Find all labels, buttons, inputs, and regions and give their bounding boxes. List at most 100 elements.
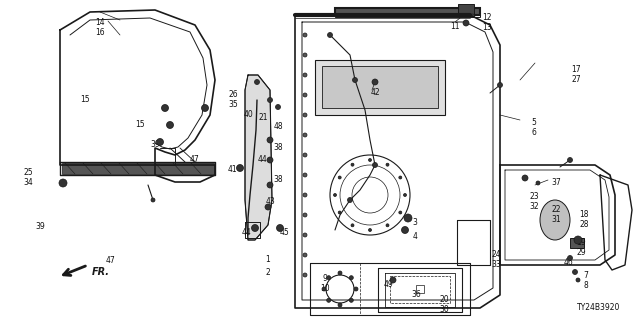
Circle shape bbox=[338, 176, 341, 179]
Circle shape bbox=[303, 73, 307, 77]
Circle shape bbox=[237, 164, 243, 172]
Circle shape bbox=[338, 211, 341, 214]
Circle shape bbox=[401, 227, 408, 234]
Text: 47: 47 bbox=[105, 256, 115, 265]
Circle shape bbox=[353, 77, 358, 83]
Text: 37: 37 bbox=[551, 178, 561, 187]
Circle shape bbox=[303, 173, 307, 177]
Text: 3: 3 bbox=[413, 218, 417, 227]
Text: 15: 15 bbox=[135, 120, 145, 129]
Text: 11: 11 bbox=[451, 22, 460, 31]
Circle shape bbox=[255, 79, 259, 84]
Circle shape bbox=[568, 255, 573, 260]
Circle shape bbox=[268, 98, 273, 102]
Text: 9
10: 9 10 bbox=[320, 274, 330, 293]
Circle shape bbox=[326, 298, 331, 302]
Circle shape bbox=[536, 181, 540, 185]
Circle shape bbox=[303, 33, 307, 37]
Text: 42: 42 bbox=[370, 88, 380, 97]
Text: 24
33: 24 33 bbox=[491, 250, 501, 269]
Circle shape bbox=[161, 105, 168, 111]
Bar bbox=[315, 60, 445, 115]
Text: 49: 49 bbox=[383, 280, 393, 289]
Circle shape bbox=[303, 193, 307, 197]
Circle shape bbox=[573, 269, 577, 275]
Circle shape bbox=[338, 303, 342, 307]
Circle shape bbox=[59, 179, 67, 187]
Circle shape bbox=[328, 33, 333, 37]
Circle shape bbox=[303, 273, 307, 277]
Circle shape bbox=[399, 176, 402, 179]
Circle shape bbox=[349, 298, 353, 302]
Circle shape bbox=[303, 153, 307, 157]
Circle shape bbox=[326, 276, 331, 280]
Circle shape bbox=[497, 83, 502, 87]
Bar bbox=[322, 66, 438, 108]
Circle shape bbox=[404, 214, 412, 222]
Text: 4: 4 bbox=[413, 232, 417, 241]
Circle shape bbox=[348, 197, 353, 203]
Text: 36: 36 bbox=[411, 290, 421, 299]
Text: 19
29: 19 29 bbox=[576, 238, 586, 257]
Circle shape bbox=[303, 113, 307, 117]
Circle shape bbox=[568, 157, 573, 163]
Circle shape bbox=[349, 276, 353, 280]
Text: 39: 39 bbox=[150, 140, 160, 149]
Text: 2: 2 bbox=[266, 268, 270, 277]
Circle shape bbox=[265, 204, 271, 210]
Circle shape bbox=[303, 53, 307, 57]
Circle shape bbox=[267, 157, 273, 163]
Circle shape bbox=[522, 175, 528, 181]
Circle shape bbox=[390, 277, 396, 283]
Text: 20
30: 20 30 bbox=[439, 295, 449, 314]
Text: 1: 1 bbox=[266, 255, 270, 264]
Bar bbox=[570, 238, 584, 248]
Circle shape bbox=[372, 163, 378, 167]
Text: 48: 48 bbox=[273, 122, 283, 131]
Circle shape bbox=[166, 122, 173, 129]
Text: 5
6: 5 6 bbox=[532, 118, 536, 137]
Circle shape bbox=[275, 105, 280, 109]
Circle shape bbox=[351, 224, 354, 227]
Circle shape bbox=[333, 194, 337, 196]
Bar bbox=[416, 285, 424, 293]
Circle shape bbox=[151, 198, 155, 202]
Circle shape bbox=[386, 163, 389, 166]
Circle shape bbox=[276, 225, 284, 231]
Circle shape bbox=[354, 287, 358, 291]
Circle shape bbox=[303, 133, 307, 137]
Text: 43: 43 bbox=[265, 197, 275, 206]
Bar bbox=[62, 163, 214, 174]
Circle shape bbox=[267, 182, 273, 188]
Circle shape bbox=[303, 233, 307, 237]
Text: 17
27: 17 27 bbox=[571, 65, 581, 84]
Polygon shape bbox=[245, 75, 272, 240]
Text: 39: 39 bbox=[35, 222, 45, 231]
Circle shape bbox=[303, 213, 307, 217]
Text: TY24B3920: TY24B3920 bbox=[577, 303, 620, 312]
Text: 26
35: 26 35 bbox=[228, 90, 238, 109]
Bar bbox=[335, 7, 480, 17]
Circle shape bbox=[338, 271, 342, 275]
Circle shape bbox=[252, 225, 259, 231]
Ellipse shape bbox=[540, 200, 570, 240]
Text: 21: 21 bbox=[259, 113, 268, 122]
Text: 44: 44 bbox=[242, 228, 252, 237]
Circle shape bbox=[157, 139, 163, 146]
Circle shape bbox=[576, 278, 580, 282]
Text: 18
28: 18 28 bbox=[579, 210, 589, 229]
Circle shape bbox=[303, 93, 307, 97]
Circle shape bbox=[372, 79, 378, 85]
Text: 47: 47 bbox=[190, 155, 200, 164]
Text: 38: 38 bbox=[273, 175, 283, 184]
Circle shape bbox=[303, 253, 307, 257]
Text: 7
8: 7 8 bbox=[584, 271, 588, 290]
Text: 14
16: 14 16 bbox=[95, 18, 105, 37]
Text: 12
13: 12 13 bbox=[482, 13, 492, 32]
Circle shape bbox=[322, 287, 326, 291]
Text: 22
31: 22 31 bbox=[551, 205, 561, 224]
Circle shape bbox=[386, 224, 389, 227]
Circle shape bbox=[369, 158, 371, 162]
Text: 38: 38 bbox=[273, 143, 283, 152]
Circle shape bbox=[369, 228, 371, 231]
